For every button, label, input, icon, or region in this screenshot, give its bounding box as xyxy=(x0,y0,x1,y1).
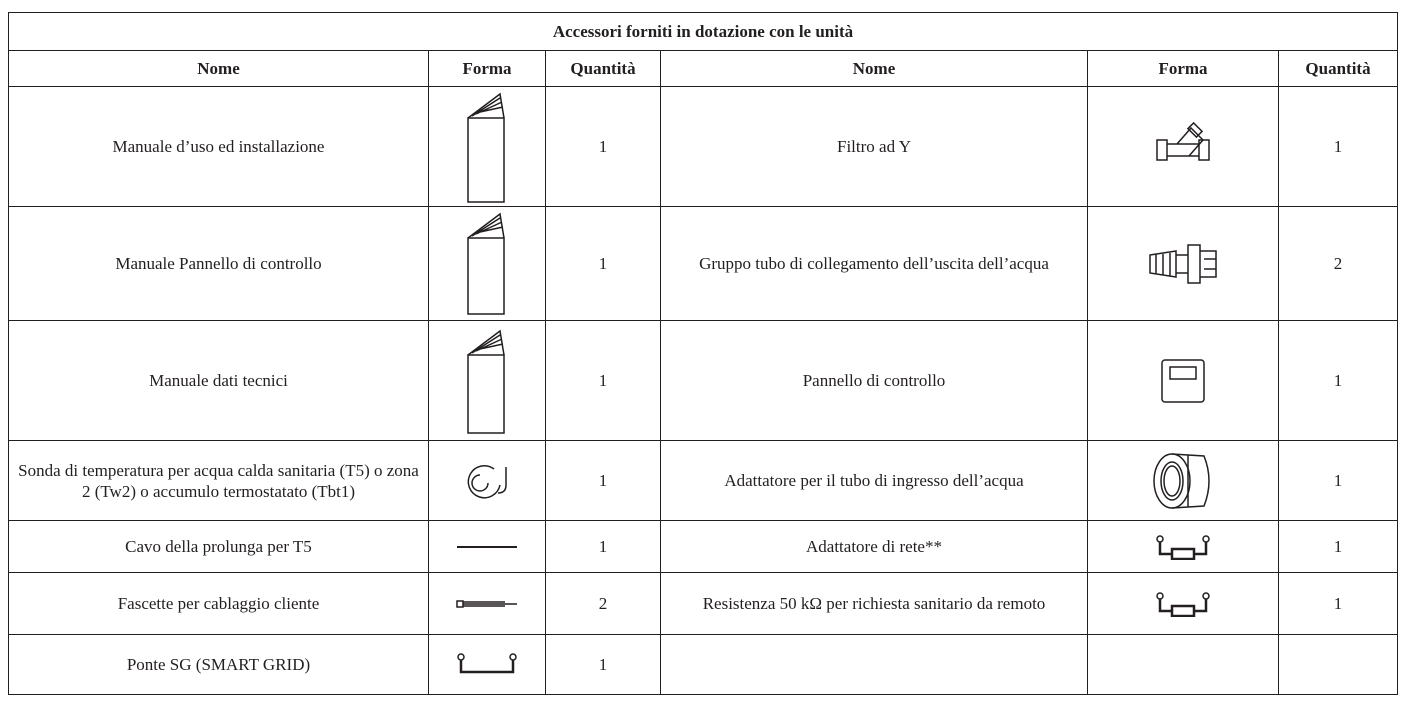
item-name: Cavo della prolunga per T5 xyxy=(8,520,429,573)
item-quantity: 1 xyxy=(545,634,661,695)
item-name: Resistenza 50 kΩ per richiesta sanitario… xyxy=(660,572,1088,635)
item-quantity: 1 xyxy=(1278,86,1398,207)
header-cell: Nome xyxy=(660,50,1088,87)
sensor-icon xyxy=(467,464,507,498)
cable-icon xyxy=(457,545,517,548)
item-name: Fascette per cablaggio cliente xyxy=(8,572,429,635)
item-name: Filtro ad Y xyxy=(660,86,1088,207)
sg-bridge-icon xyxy=(457,652,517,673)
resistor-icon xyxy=(1156,591,1210,617)
item-name: Manuale Pannello di controllo xyxy=(8,206,429,321)
item-name: Ponte SG (SMART GRID) xyxy=(8,634,429,695)
manual-icon xyxy=(467,212,505,315)
table-title: Accessori forniti in dotazione con le un… xyxy=(8,12,1398,51)
item-quantity: 1 xyxy=(1278,572,1398,635)
adapter-icon xyxy=(1153,452,1210,509)
item-quantity: 1 xyxy=(545,206,661,321)
header-cell: Quantità xyxy=(545,50,661,87)
item-quantity: 1 xyxy=(545,520,661,573)
empty-cell xyxy=(1087,634,1279,695)
empty-cell xyxy=(660,634,1088,695)
header-cell: Quantità xyxy=(1278,50,1398,87)
cable-tie-icon xyxy=(456,599,517,608)
item-quantity: 2 xyxy=(1278,206,1398,321)
accessories-table: Accessori forniti in dotazione con le un… xyxy=(8,12,1398,695)
item-name: Adattatore di rete** xyxy=(660,520,1088,573)
manual-icon xyxy=(467,92,505,203)
item-name: Manuale d’uso ed installazione xyxy=(8,86,429,207)
header-cell: Nome xyxy=(8,50,429,87)
item-quantity: 2 xyxy=(545,572,661,635)
item-quantity: 1 xyxy=(545,320,661,441)
item-quantity: 1 xyxy=(1278,520,1398,573)
connector-icon xyxy=(1149,243,1217,284)
header-cell: Forma xyxy=(428,50,546,87)
empty-cell xyxy=(1278,634,1398,695)
item-name: Manuale dati tecnici xyxy=(8,320,429,441)
item-name: Pannello di controllo xyxy=(660,320,1088,441)
control-panel-icon xyxy=(1161,358,1205,403)
item-quantity: 1 xyxy=(545,440,661,521)
manual-icon xyxy=(467,329,505,434)
item-quantity: 1 xyxy=(1278,320,1398,441)
item-name: Sonda di temperatura per acqua calda san… xyxy=(8,440,429,521)
item-quantity: 1 xyxy=(545,86,661,207)
item-quantity: 1 xyxy=(1278,440,1398,521)
filter-icon xyxy=(1156,121,1210,161)
item-name: Adattatore per il tubo di ingresso dell’… xyxy=(660,440,1088,521)
item-name: Gruppo tubo di collegamento dell’uscita … xyxy=(660,206,1088,321)
header-cell: Forma xyxy=(1087,50,1279,87)
resistor-icon xyxy=(1156,534,1210,560)
